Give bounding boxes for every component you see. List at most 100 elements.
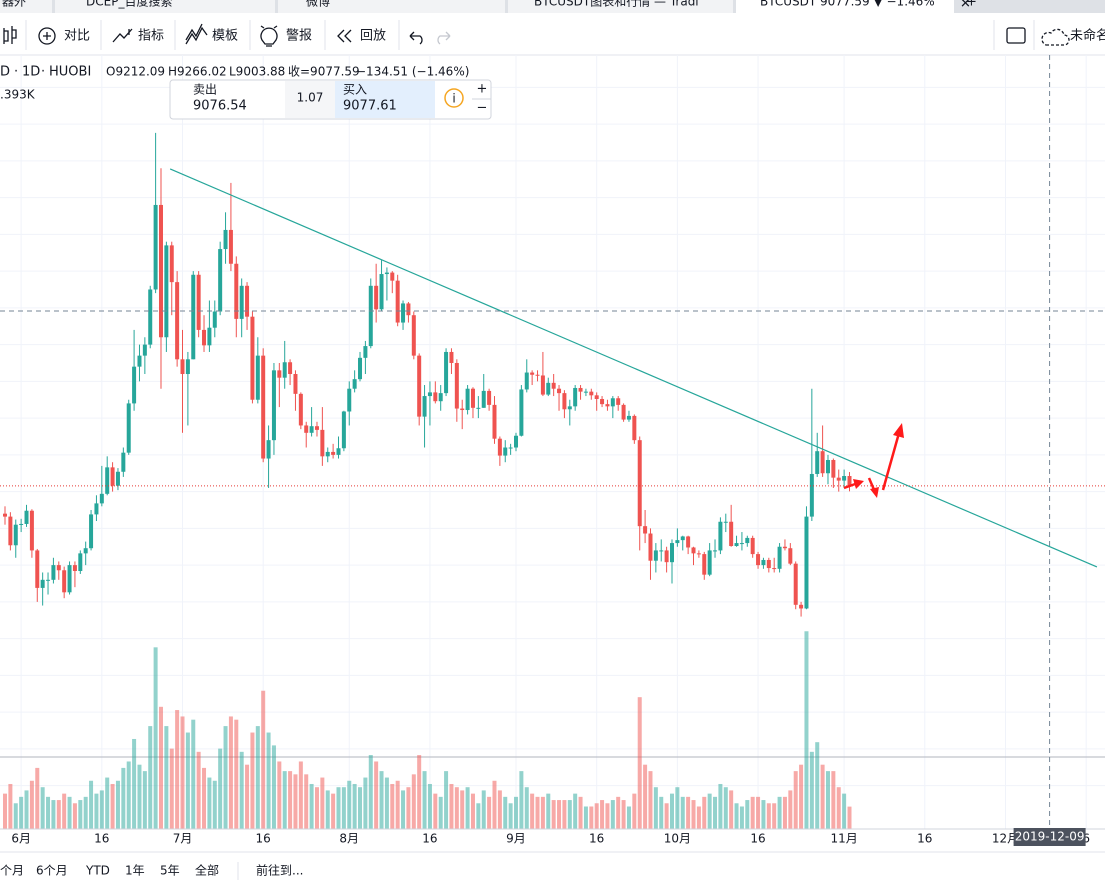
volume-bar [99,790,104,829]
candle-body [815,451,820,474]
candle-body [271,370,276,441]
spread: 1.07 [297,91,324,105]
candle-body [390,272,395,281]
indicators-button[interactable]: 指标 [138,29,164,44]
candle-body [562,393,567,410]
volume-bar [293,774,298,829]
layout-name[interactable]: 未命名名 [1070,28,1105,44]
range-button[interactable]: 个月 [0,864,24,878]
compare-icon[interactable] [38,27,56,45]
separator: · [41,65,45,80]
tab-title: 器外 [2,0,26,9]
volume-bar [271,745,276,829]
volume-bar [567,800,572,829]
buy-label: 买入 [343,83,367,97]
volume-bar [756,796,761,829]
candle-body [659,550,664,552]
candle-body [207,327,212,346]
candle-body [497,438,502,456]
replay-icon[interactable] [337,29,352,43]
volume-bar [540,796,545,829]
candle-body [546,382,551,395]
candle-body [121,452,126,472]
alert-icon[interactable] [260,25,278,47]
candle-body [94,503,99,515]
tab-close[interactable]: ✕ [960,0,971,12]
volume-bar [105,777,110,829]
candle-body [261,355,266,459]
candle-body [729,521,734,547]
volume-bar [228,716,233,829]
candle-body [255,355,260,400]
tab[interactable] [508,0,733,13]
volume-bar [530,793,535,829]
info-icon[interactable] [444,88,464,108]
volume-bar [368,755,373,829]
candle-body [19,523,24,525]
new-tab[interactable]: + [966,0,977,10]
goto-button[interactable]: 前往到... [256,863,303,878]
candle-body [675,540,680,544]
tab[interactable] [278,0,505,13]
candle-body [35,550,40,588]
candle-body [799,604,804,609]
candle-body [454,362,459,409]
volume-bar [142,771,147,829]
candle-body [277,370,282,378]
range-button[interactable]: 1年 [125,864,145,878]
buy-button[interactable] [335,81,435,118]
volume-bar [643,764,648,829]
templates-button[interactable]: 模板 [212,29,238,44]
range-button[interactable]: YTD [85,864,110,878]
candle-body [492,404,497,439]
volume-bar [358,787,363,829]
volume-bar [465,787,470,829]
volume-bar [664,803,669,829]
volume-bar [8,783,13,829]
range-button[interactable]: 全部 [195,863,219,878]
replay-button[interactable]: 回放 [360,29,386,44]
range-button[interactable]: 6个月 [36,864,68,878]
candle-body [766,559,771,569]
chart-style-icon[interactable] [3,26,17,44]
volume-bar [341,787,346,829]
candle-body [137,355,142,367]
buy-price: 9077.61 [343,99,397,114]
template-icon[interactable] [185,23,208,45]
indicator-icon[interactable] [112,28,133,43]
tab-active[interactable] [736,0,954,13]
volume-bar [653,787,658,829]
candle-body [723,521,728,523]
candle-body [250,316,255,400]
candle-body [239,285,244,319]
sell-button[interactable] [185,81,285,118]
range-button[interactable]: 5年 [160,864,180,878]
volume-bar [185,732,190,829]
cloud-icon[interactable] [1041,28,1070,46]
compare-button[interactable]: 对比 [64,29,90,44]
candle-body [115,471,120,486]
candle-body [793,563,798,605]
tab[interactable] [0,0,52,13]
volume-bar [497,790,502,829]
alerts-button[interactable]: 警报 [286,28,312,44]
change-value: −134.51 (−1.46%) [356,65,469,79]
volume-bar [406,787,411,829]
tab[interactable] [55,0,275,13]
candle-body [788,548,793,564]
decrease-button[interactable]: − [477,101,488,116]
spread-box [285,81,335,118]
volume-bar [427,783,432,829]
volume-bar [777,796,782,829]
volume-bar [444,771,449,829]
toolbar [0,13,1105,55]
candle-body [809,473,814,517]
candle-body [686,536,691,548]
undo-icon[interactable] [409,31,423,45]
candle-body [761,559,766,566]
x-tick-label: 16 [750,832,765,846]
candle-body [234,263,239,319]
fullscreen-icon[interactable] [1006,27,1026,44]
increase-button[interactable]: + [477,82,488,97]
redo-icon[interactable] [437,31,451,45]
